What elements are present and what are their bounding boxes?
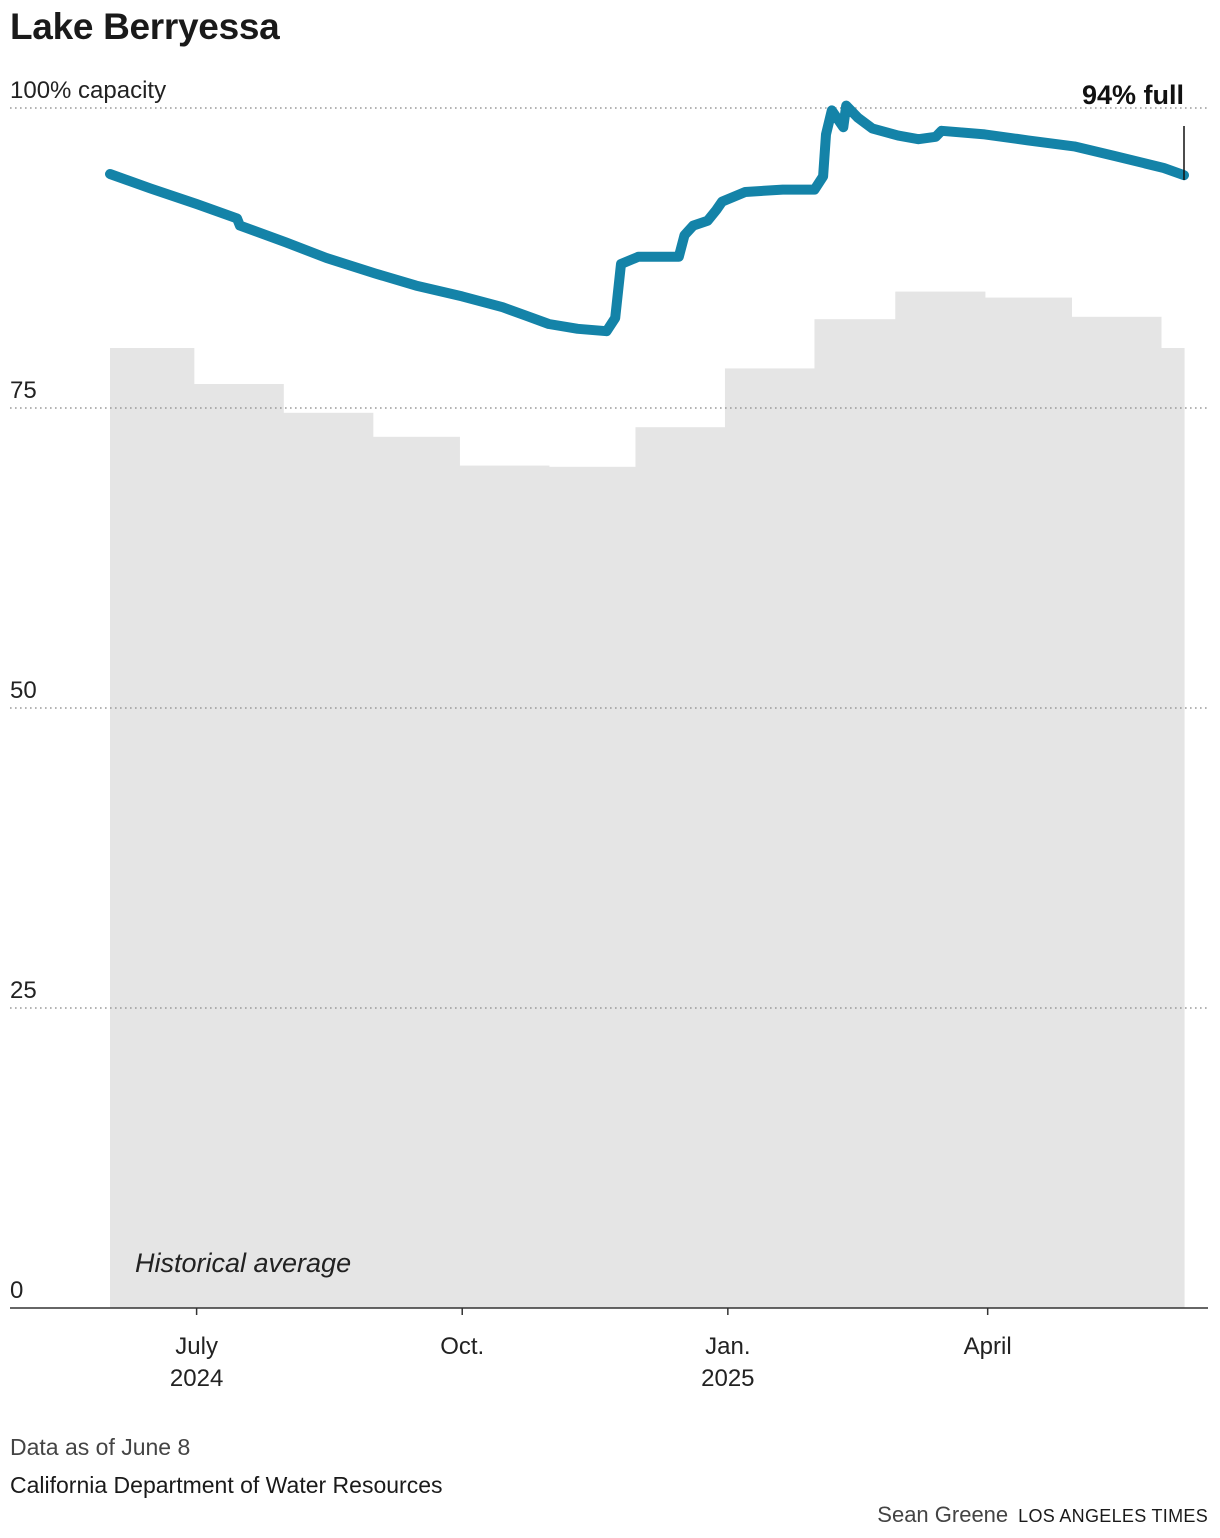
x-axis: July 2024 Oct. Jan. 2025 April (10, 1307, 1208, 1392)
data-date-note: Data as of June 8 (10, 1434, 191, 1460)
y-tick-label-0: 0 (10, 1277, 23, 1304)
annotation-label: 94% full (1082, 80, 1184, 110)
author-credit: Sean Greene (877, 1502, 1009, 1527)
y-tick-label-100: 100% capacity (10, 77, 166, 104)
chart-title: Lake Berryessa (10, 6, 280, 47)
historical-average-bar-3 (372, 436, 460, 1308)
x-tick-label-1: Oct. (440, 1333, 484, 1360)
historical-average-bar-11 (1071, 316, 1162, 1308)
historical-average-label: Historical average (135, 1248, 351, 1278)
x-tick-year-label-2: 2025 (701, 1365, 754, 1392)
historical-average-bar-2 (283, 412, 374, 1308)
historical-average-bar-12 (1160, 348, 1185, 1308)
historical-average-bar-5 (548, 466, 637, 1308)
y-tick-label-50: 50 (10, 677, 37, 704)
x-tick-year-label-0: 2024 (170, 1365, 223, 1392)
source-note: California Department of Water Resources (10, 1472, 443, 1498)
publisher-credit: LOS ANGELES TIMES (1018, 1506, 1208, 1526)
y-tick-label-75: 75 (10, 377, 37, 404)
series-line-0 (105, 100, 1189, 337)
historical-average-bar-6 (635, 427, 726, 1308)
y-tick-label-25: 25 (10, 977, 37, 1004)
historical-average-bar-9 (895, 291, 986, 1309)
historical-average-bar-4 (459, 465, 550, 1309)
x-tick-label-2: Jan. (705, 1333, 750, 1360)
historical-average-bar-10 (984, 297, 1073, 1309)
historical-average-bar-7 (724, 368, 816, 1308)
x-tick-label-0: July (175, 1333, 218, 1360)
historical-average-bar-1 (193, 384, 284, 1308)
chart-labels: 100% capacity 75 50 25 0 Historical average 94… (10, 77, 1185, 1304)
historical-average-area (110, 291, 1185, 1309)
credit-line: Sean Greene LOS ANGELES TIMES (877, 1502, 1208, 1528)
reservoir-level-series (105, 100, 1189, 337)
historical-average-bar-0 (110, 348, 195, 1308)
historical-average-bar-8 (814, 319, 896, 1308)
x-tick-label-3: April (964, 1333, 1012, 1360)
